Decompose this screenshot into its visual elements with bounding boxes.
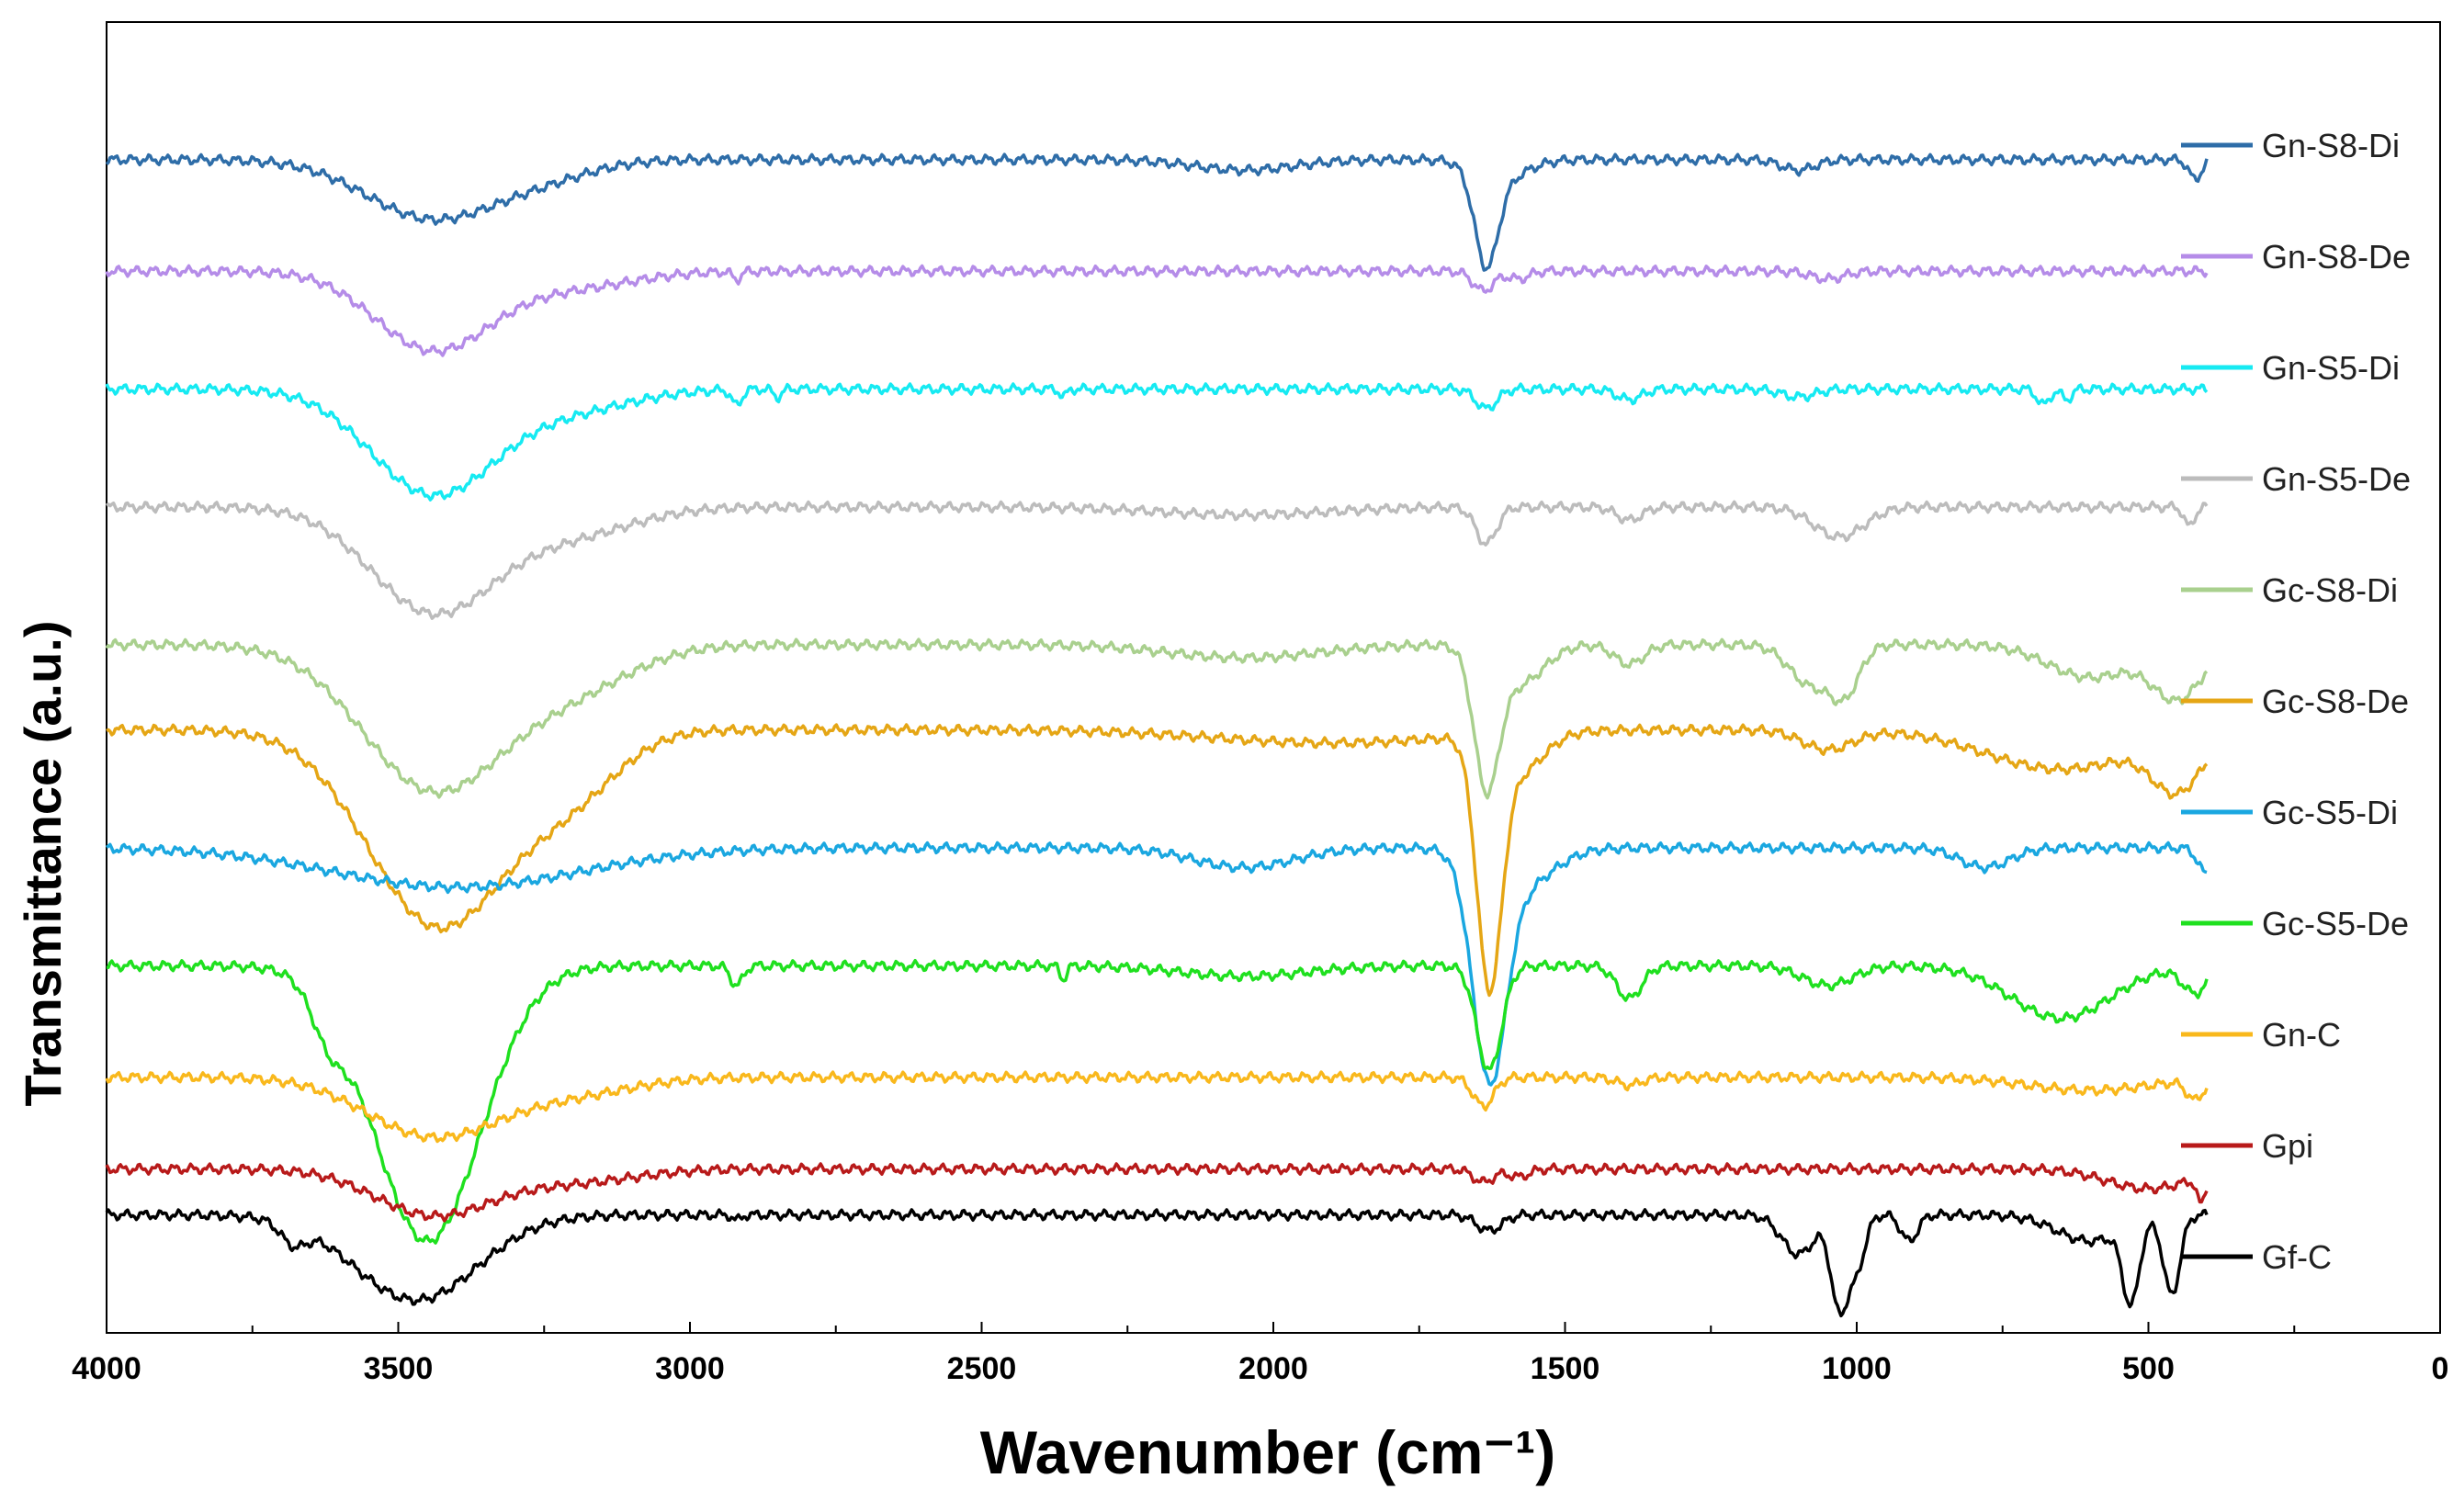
x-tick-label: 500 bbox=[2122, 1351, 2175, 1386]
series-line bbox=[105, 152, 2209, 272]
x-tick-label: 2500 bbox=[947, 1351, 1017, 1386]
legend-label: Gn-S5-De bbox=[2262, 460, 2411, 498]
plot-area bbox=[106, 21, 2441, 1334]
x-axis-title: Wavenumber (cm⁻¹) bbox=[980, 1418, 1555, 1486]
series-line bbox=[105, 382, 2209, 502]
legend-label: Gc-S5-De bbox=[2262, 905, 2409, 942]
series-line bbox=[105, 1208, 2209, 1318]
legend: Gn-S8-Di Gn-S8-De Gn-S5-Di Gn-S5-De Gc-S8-Di… bbox=[2181, 127, 2411, 1276]
x-tick-label: 4000 bbox=[72, 1351, 141, 1386]
series-line bbox=[105, 1162, 2209, 1223]
legend-label: Gn-S8-Di bbox=[2262, 127, 2400, 164]
x-axis-ticks: 4000 3500 3000 2500 2000 1500 1000 500 0 bbox=[72, 1322, 2448, 1386]
x-tick-label: 1500 bbox=[1531, 1351, 1600, 1386]
x-tick-label: 3500 bbox=[364, 1351, 434, 1386]
x-tick-label: 2000 bbox=[1238, 1351, 1308, 1386]
series-line bbox=[105, 264, 2209, 357]
legend-label: Gc-S8-Di bbox=[2262, 571, 2398, 609]
series-line bbox=[105, 1070, 2209, 1144]
legend-label: Gf-C bbox=[2262, 1238, 2332, 1276]
legend-label: Gn-S8-De bbox=[2262, 238, 2411, 276]
x-tick-label: 3000 bbox=[655, 1351, 725, 1386]
legend-label: Gc-S8-De bbox=[2262, 683, 2409, 720]
series-line bbox=[106, 841, 2208, 1087]
series-line bbox=[106, 958, 2209, 1245]
x-tick-label: 0 bbox=[2432, 1351, 2449, 1386]
series-line bbox=[106, 723, 2209, 998]
legend-label: Gc-S5-Di bbox=[2262, 794, 2398, 831]
legend-label: Gn-S5-Di bbox=[2262, 349, 2400, 387]
y-axis-title: Transmittance (a.u.) bbox=[14, 620, 72, 1106]
series-line bbox=[105, 638, 2209, 800]
series-line bbox=[105, 500, 2209, 620]
legend-label: Gn-C bbox=[2262, 1016, 2341, 1054]
spectra-lines bbox=[105, 152, 2209, 1318]
x-tick-label: 1000 bbox=[1822, 1351, 1892, 1386]
legend-label: Gpi bbox=[2262, 1127, 2313, 1165]
